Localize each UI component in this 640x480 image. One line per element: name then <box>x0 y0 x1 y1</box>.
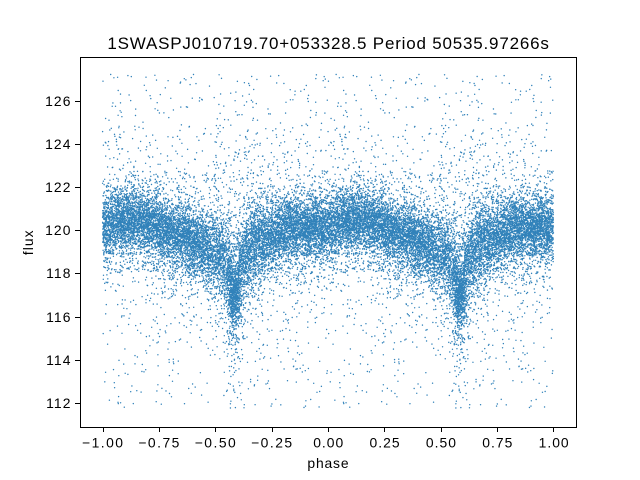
svg-text:122: 122 <box>45 179 72 195</box>
svg-text:112: 112 <box>46 395 71 411</box>
svg-text:0.00: 0.00 <box>313 434 344 450</box>
svg-text:114: 114 <box>46 352 71 368</box>
svg-text:116: 116 <box>46 309 71 325</box>
svg-text:−0.50: −0.50 <box>195 434 238 450</box>
svg-text:phase: phase <box>307 455 349 471</box>
svg-text:−0.25: −0.25 <box>251 434 294 450</box>
svg-text:0.25: 0.25 <box>370 434 401 450</box>
svg-text:126: 126 <box>45 93 72 109</box>
svg-text:−1.00: −1.00 <box>82 434 125 450</box>
svg-text:−0.75: −0.75 <box>138 434 181 450</box>
svg-text:0.50: 0.50 <box>426 434 457 450</box>
svg-text:1.00: 1.00 <box>539 434 570 450</box>
svg-text:1SWASPJ010719.70+053328.5 Peri: 1SWASPJ010719.70+053328.5 Period 50535.9… <box>107 34 549 53</box>
svg-text:flux: flux <box>20 229 36 255</box>
svg-text:118: 118 <box>46 265 71 281</box>
svg-text:0.75: 0.75 <box>482 434 513 450</box>
svg-text:120: 120 <box>45 222 72 238</box>
svg-text:124: 124 <box>45 136 72 152</box>
